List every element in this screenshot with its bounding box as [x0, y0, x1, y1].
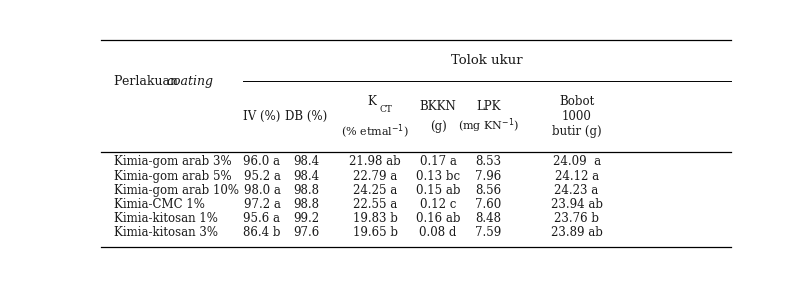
Text: 86.4 b: 86.4 b: [243, 226, 281, 239]
Text: 21.98 ab: 21.98 ab: [349, 155, 401, 168]
Text: 1000: 1000: [561, 110, 591, 123]
Text: 22.79 a: 22.79 a: [353, 169, 397, 182]
Text: 0.13 bc: 0.13 bc: [415, 169, 460, 182]
Text: CT: CT: [380, 105, 392, 114]
Text: 0.17 a: 0.17 a: [419, 155, 456, 168]
Text: (g): (g): [429, 120, 446, 133]
Text: 7.96: 7.96: [474, 169, 501, 182]
Text: IV (%): IV (%): [243, 110, 281, 123]
Text: 97.2 a: 97.2 a: [243, 198, 280, 211]
Text: 98.8: 98.8: [293, 198, 319, 211]
Text: (% etmal$^{-1}$): (% etmal$^{-1}$): [341, 123, 409, 141]
Text: BKKN: BKKN: [419, 100, 456, 113]
Text: Kimia-gom arab 5%: Kimia-gom arab 5%: [114, 169, 231, 182]
Text: 24.25 a: 24.25 a: [353, 184, 397, 197]
Text: coating: coating: [166, 74, 213, 88]
Text: 0.15 ab: 0.15 ab: [415, 184, 460, 197]
Text: Kimia-gom arab 10%: Kimia-gom arab 10%: [114, 184, 238, 197]
Text: 99.2: 99.2: [293, 212, 319, 225]
Text: 98.4: 98.4: [293, 169, 319, 182]
Text: 96.0 a: 96.0 a: [243, 155, 280, 168]
Text: 19.83 b: 19.83 b: [352, 212, 397, 225]
Text: 7.60: 7.60: [474, 198, 501, 211]
Text: Kimia-CMC 1%: Kimia-CMC 1%: [114, 198, 204, 211]
Text: Bobot: Bobot: [558, 95, 594, 108]
Text: 97.6: 97.6: [293, 226, 319, 239]
Text: LPK: LPK: [476, 100, 500, 113]
Text: 8.53: 8.53: [475, 155, 501, 168]
Text: 95.2 a: 95.2 a: [243, 169, 280, 182]
Text: K: K: [367, 96, 375, 109]
Text: Kimia-kitosan 1%: Kimia-kitosan 1%: [114, 212, 217, 225]
Text: 19.65 b: 19.65 b: [352, 226, 397, 239]
Text: Perlakuan: Perlakuan: [114, 74, 182, 88]
Text: Kimia-kitosan 3%: Kimia-kitosan 3%: [114, 226, 218, 239]
Text: 24.12 a: 24.12 a: [554, 169, 598, 182]
Text: 95.6 a: 95.6 a: [243, 212, 280, 225]
Text: 23.76 b: 23.76 b: [553, 212, 599, 225]
Text: 0.12 c: 0.12 c: [419, 198, 456, 211]
Text: 23.89 ab: 23.89 ab: [550, 226, 602, 239]
Text: Tolok ukur: Tolok ukur: [451, 54, 522, 67]
Text: 24.09  a: 24.09 a: [551, 155, 600, 168]
Text: butir (g): butir (g): [551, 125, 601, 138]
Text: DB (%): DB (%): [285, 110, 327, 123]
Text: 24.23 a: 24.23 a: [554, 184, 598, 197]
Text: 0.08 d: 0.08 d: [419, 226, 457, 239]
Text: 98.0 a: 98.0 a: [243, 184, 280, 197]
Text: (mg KN$^{-1}$): (mg KN$^{-1}$): [457, 117, 518, 135]
Text: 8.56: 8.56: [475, 184, 501, 197]
Text: 8.48: 8.48: [475, 212, 501, 225]
Text: 98.8: 98.8: [293, 184, 319, 197]
Text: 98.4: 98.4: [293, 155, 319, 168]
Text: Kimia-gom arab 3%: Kimia-gom arab 3%: [114, 155, 231, 168]
Text: 23.94 ab: 23.94 ab: [550, 198, 602, 211]
Text: 0.16 ab: 0.16 ab: [415, 212, 460, 225]
Text: 7.59: 7.59: [474, 226, 501, 239]
Text: 22.55 a: 22.55 a: [353, 198, 397, 211]
